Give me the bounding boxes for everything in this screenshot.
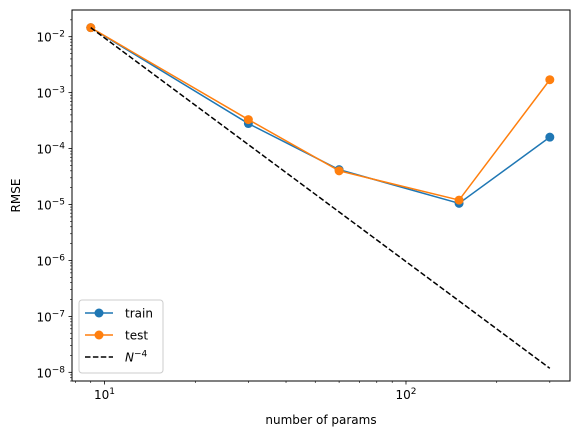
x-tick-base: 10 (94, 388, 109, 402)
y-tick-label: 10−6 (36, 253, 65, 268)
x-axis-ticks: 101 102 (75, 381, 551, 402)
y-axis-ticks: 10−810−710−610−510−410−310−2 (36, 19, 72, 382)
y-tick-label: 10−3 (36, 86, 65, 101)
y-tick-exponent: −4 (52, 142, 66, 152)
y-tick-exponent: −2 (52, 30, 65, 40)
plot-content (86, 23, 555, 369)
legend: train test N−4 (78, 299, 164, 374)
y-tick-label: 10−2 (36, 30, 65, 45)
y-tick-exponent: −3 (52, 86, 65, 96)
x-tick-label: 101 (94, 387, 115, 402)
series-line-test (90, 27, 551, 201)
y-tick-exponent: −6 (52, 253, 66, 263)
x-tick-base: 10 (395, 388, 410, 402)
data-point-test (454, 195, 464, 205)
y-tick-base: 10 (36, 366, 51, 380)
y-tick-label: 10−7 (36, 309, 65, 324)
y-tick-base: 10 (36, 31, 51, 45)
series-line-train (90, 27, 551, 205)
y-tick-exponent: −7 (52, 309, 65, 319)
legend-handle-marker (94, 330, 104, 340)
y-tick-base: 10 (36, 310, 51, 324)
y-axis-label: RMSE (9, 179, 23, 213)
data-point-train (545, 132, 555, 142)
legend-handle-marker (94, 308, 104, 318)
y-tick-label: 10−8 (36, 365, 65, 380)
legend-entry-label: train (125, 307, 153, 321)
data-point-test (243, 115, 253, 125)
series-line-n-power-law (90, 27, 551, 369)
data-point-test (334, 166, 344, 176)
x-tick-exponent: 1 (109, 387, 115, 397)
legend-entry-label: test (125, 329, 148, 343)
y-tick-base: 10 (36, 143, 51, 157)
y-tick-base: 10 (36, 199, 51, 213)
legend-entry-label: N−4 (125, 350, 148, 365)
y-tick-base: 10 (36, 87, 51, 101)
legend-box (78, 299, 164, 374)
x-tick-label: 102 (395, 387, 416, 402)
y-tick-base: 10 (36, 254, 51, 268)
plot-frame (71, 9, 571, 382)
x-tick-exponent: 2 (411, 387, 417, 397)
data-point-test (545, 75, 555, 85)
y-tick-label: 10−5 (36, 198, 65, 213)
y-tick-exponent: −5 (52, 198, 65, 208)
x-axis-label: number of params (265, 413, 376, 427)
y-tick-exponent: −8 (52, 365, 66, 375)
y-tick-label: 10−4 (36, 142, 65, 157)
